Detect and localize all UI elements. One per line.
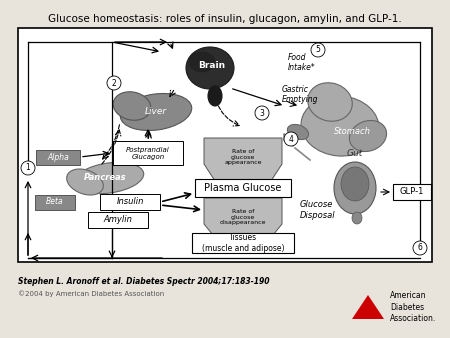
Circle shape bbox=[413, 241, 427, 255]
Bar bbox=[192, 233, 294, 253]
Text: GLP-1: GLP-1 bbox=[400, 188, 424, 196]
Circle shape bbox=[255, 106, 269, 120]
Text: Rate of
glucose
disappearance: Rate of glucose disappearance bbox=[220, 209, 266, 225]
Text: 4: 4 bbox=[288, 135, 293, 144]
Text: Pancreas: Pancreas bbox=[84, 173, 126, 183]
Ellipse shape bbox=[288, 124, 309, 140]
Bar bbox=[393, 184, 431, 200]
Text: Tissues
(muscle and adipose): Tissues (muscle and adipose) bbox=[202, 233, 284, 253]
Text: Stephen L. Aronoff et al. Diabetes Spectr 2004;17:183-190: Stephen L. Aronoff et al. Diabetes Spect… bbox=[18, 277, 270, 286]
Ellipse shape bbox=[301, 96, 379, 156]
Circle shape bbox=[21, 161, 35, 175]
Ellipse shape bbox=[74, 162, 144, 194]
Polygon shape bbox=[204, 198, 282, 249]
Polygon shape bbox=[204, 138, 282, 194]
Text: Glucose
Disposal: Glucose Disposal bbox=[300, 200, 336, 220]
Ellipse shape bbox=[349, 120, 387, 151]
Bar bbox=[88, 212, 148, 228]
Text: 6: 6 bbox=[418, 243, 423, 252]
Text: Stomach: Stomach bbox=[333, 127, 370, 137]
Text: Amylin: Amylin bbox=[104, 216, 132, 224]
Text: Liver: Liver bbox=[145, 107, 167, 117]
Text: Insulin: Insulin bbox=[116, 197, 144, 207]
Text: 5: 5 bbox=[315, 46, 320, 54]
Ellipse shape bbox=[308, 83, 352, 121]
Text: Rate of
glucose
appearance: Rate of glucose appearance bbox=[224, 149, 262, 165]
Bar bbox=[35, 194, 75, 210]
Ellipse shape bbox=[67, 169, 104, 195]
Circle shape bbox=[284, 132, 298, 146]
Text: Alpha: Alpha bbox=[47, 152, 69, 162]
Text: Gut: Gut bbox=[347, 149, 363, 159]
Text: ©2004 by American Diabetes Association: ©2004 by American Diabetes Association bbox=[18, 290, 164, 297]
Text: Plasma Glucose: Plasma Glucose bbox=[204, 183, 282, 193]
Ellipse shape bbox=[186, 47, 234, 89]
Text: Brain: Brain bbox=[198, 62, 225, 71]
Text: 1: 1 bbox=[26, 164, 31, 172]
Bar bbox=[195, 179, 291, 197]
Bar bbox=[36, 149, 80, 165]
Text: 3: 3 bbox=[260, 108, 265, 118]
Text: Gastric
Emptying: Gastric Emptying bbox=[282, 85, 319, 104]
Bar bbox=[100, 194, 160, 210]
Ellipse shape bbox=[120, 94, 192, 130]
Text: Postprandial
Glucagon: Postprandial Glucagon bbox=[126, 146, 170, 160]
Ellipse shape bbox=[334, 162, 376, 214]
Bar bbox=[113, 141, 183, 165]
Polygon shape bbox=[352, 295, 384, 319]
Circle shape bbox=[107, 76, 121, 90]
Ellipse shape bbox=[189, 52, 215, 72]
Ellipse shape bbox=[208, 86, 222, 106]
Text: 2: 2 bbox=[112, 78, 117, 88]
Ellipse shape bbox=[341, 167, 369, 201]
Ellipse shape bbox=[113, 92, 151, 120]
Text: Beta: Beta bbox=[46, 197, 64, 207]
Text: American
Diabetes
Association.: American Diabetes Association. bbox=[390, 291, 436, 322]
Ellipse shape bbox=[352, 212, 362, 224]
Bar bbox=[18, 28, 432, 262]
Text: Glucose homeostasis: roles of insulin, glucagon, amylin, and GLP-1.: Glucose homeostasis: roles of insulin, g… bbox=[48, 14, 402, 24]
Circle shape bbox=[311, 43, 325, 57]
Text: Food
Intake*: Food Intake* bbox=[288, 53, 316, 72]
